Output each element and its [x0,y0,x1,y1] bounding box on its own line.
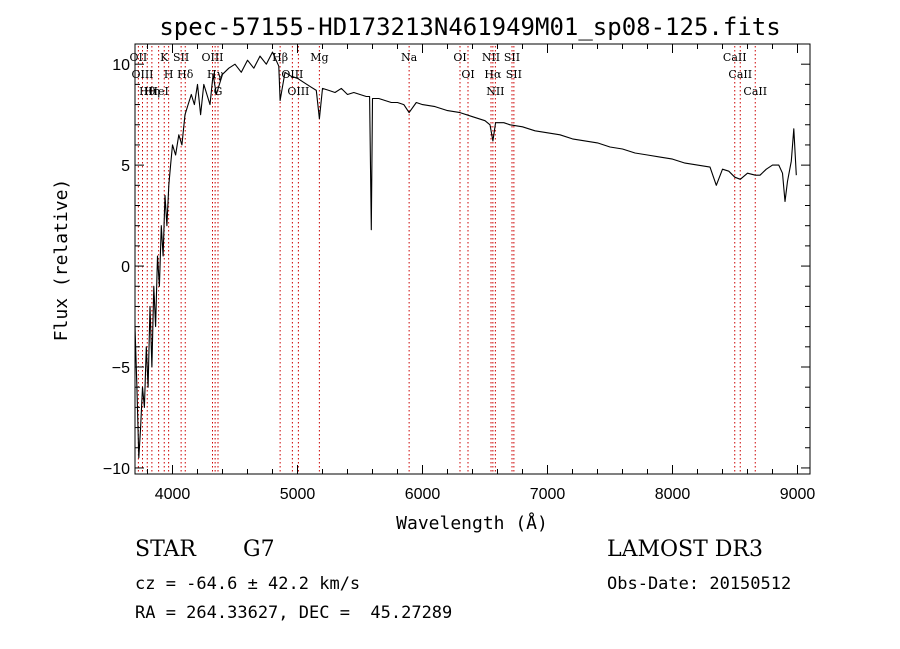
spectral-line-label: Hδ [177,68,194,81]
spectral-line-label: Mg [310,51,328,64]
spectral-line-labels: OIIOIIIHθHηHeIKHSIIHδOIIIHγGHβOIIIOIIIMg… [130,51,768,98]
spectral-line-label: CaII [723,51,747,64]
spectrum-line [134,51,797,459]
x-tick-label: 7000 [530,486,566,503]
y-tick-label: 5 [121,158,130,175]
y-axis-label: Flux (relative) [51,179,72,342]
x-tick-label: 4000 [155,486,191,503]
y-axis: −10 −5 0 5 10 [103,57,810,478]
redshift-readout: cz = -64.6 ± 42.2 km/s [135,574,361,594]
spectral-line-label: NII [486,85,504,98]
spectral-line-label: OIII [287,85,309,98]
x-axis-label: Wavelength (Å) [396,512,548,534]
spectral-line-label: K [160,51,169,64]
spectral-line-label: Hγ [207,68,224,81]
x-tick-label: 8000 [655,486,691,503]
spectral-line-label: CaII [728,68,752,81]
y-tick-label: 0 [121,259,130,276]
x-tick-label: 9000 [780,486,816,503]
spectral-line-label: H [164,68,174,81]
spectral-line-label: OI [461,68,474,81]
spectral-line-label: NII [482,51,500,64]
object-subclass: G7 [243,537,275,562]
spectral-line-label: G [214,85,223,98]
spectral-line-label: OIII [131,68,153,81]
x-tick-label: 6000 [405,486,441,503]
y-tick-label: −10 [103,461,130,478]
object-class: STAR [135,537,196,562]
spectral-line-label: OI [453,51,466,64]
spectral-line-label: Na [401,51,418,64]
coordinates: RA = 264.33627, DEC = 45.27289 [135,603,453,623]
spectral-line-label: Hη [144,85,160,98]
spectral-line-label: Hα [484,68,502,81]
spectral-line-label: SII [506,68,522,81]
spectral-line-label: OII [130,51,148,64]
survey-name: LAMOST DR3 [607,537,763,562]
spectral-line-markers [137,46,756,472]
spectral-line-label: OIII [281,68,303,81]
y-tick-label: 10 [112,57,130,74]
spectral-line-label: OIII [201,51,223,64]
spectral-line-label: CaII [743,85,767,98]
plot-frame [134,43,811,475]
chart-title: spec-57155-HD173213N461949M01_sp08-125.f… [159,13,780,41]
spectral-line-label: SII [173,51,189,64]
spectral-line-label: SII [504,51,520,64]
spectral-line-label: HeI [148,85,168,98]
y-tick-label: −5 [112,360,130,377]
x-axis: 4000 5000 6000 7000 8000 9000 [147,44,816,503]
spectral-line-label: Hθ [139,85,156,98]
x-tick-label: 5000 [280,486,316,503]
obs-date: Obs-Date: 20150512 [607,574,792,594]
